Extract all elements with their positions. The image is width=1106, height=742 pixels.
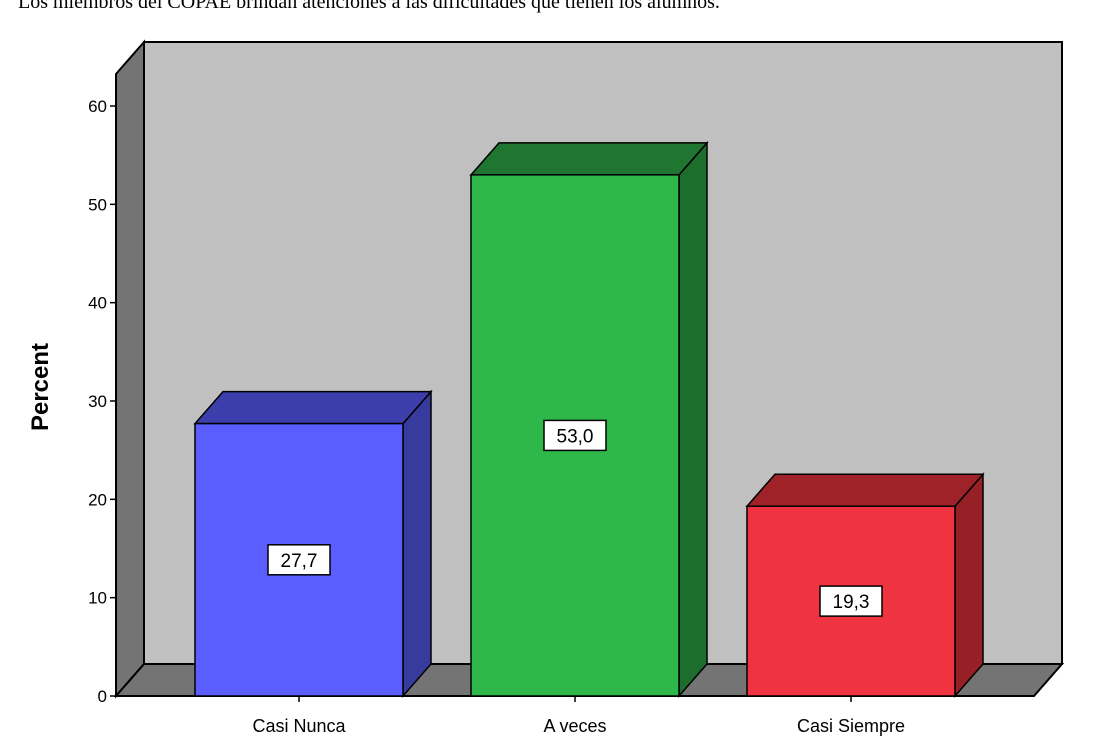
bar-top: [193, 390, 433, 425]
bar-2: 53,0: [469, 140, 709, 698]
bar-side: [678, 140, 708, 698]
data-label: 27,7: [281, 551, 318, 572]
y-tick-label: 0: [98, 687, 107, 706]
y-tick-label: 30: [88, 392, 107, 411]
data-label: 53,0: [557, 426, 594, 447]
y-tick-label: 40: [88, 294, 107, 313]
data-label: 19,3: [833, 592, 870, 613]
x-axis-categories: Casi Nunca A veces Casi Siempre: [252, 696, 905, 736]
x-category-label: Casi Siempre: [797, 716, 905, 736]
bar-3: 19,3: [745, 472, 985, 698]
bar-side: [402, 389, 432, 698]
chart-title: Los miembros del COPAE brindan atencione…: [18, 0, 720, 13]
side-wall: [115, 39, 145, 699]
data-label-box: [267, 544, 331, 576]
y-tick-label: 20: [88, 490, 107, 509]
y-axis: 0 10 20 30 40 50 60: [88, 74, 117, 706]
x-category-label: A veces: [543, 716, 606, 736]
data-label-box: [819, 585, 883, 617]
bar-top: [745, 473, 985, 507]
y-tick-label: 50: [88, 195, 107, 214]
bars: 27,7 53,0 19,3: [193, 140, 985, 698]
data-label-box: [543, 419, 607, 452]
y-tick-label: 60: [88, 97, 107, 116]
bar-top: [469, 142, 709, 176]
y-axis-label: Percent: [27, 343, 54, 431]
y-tick-label: 10: [88, 589, 107, 608]
x-category-label: Casi Nunca: [252, 716, 346, 736]
bar-1: 27,7: [193, 389, 433, 698]
bar-side: [954, 472, 984, 698]
